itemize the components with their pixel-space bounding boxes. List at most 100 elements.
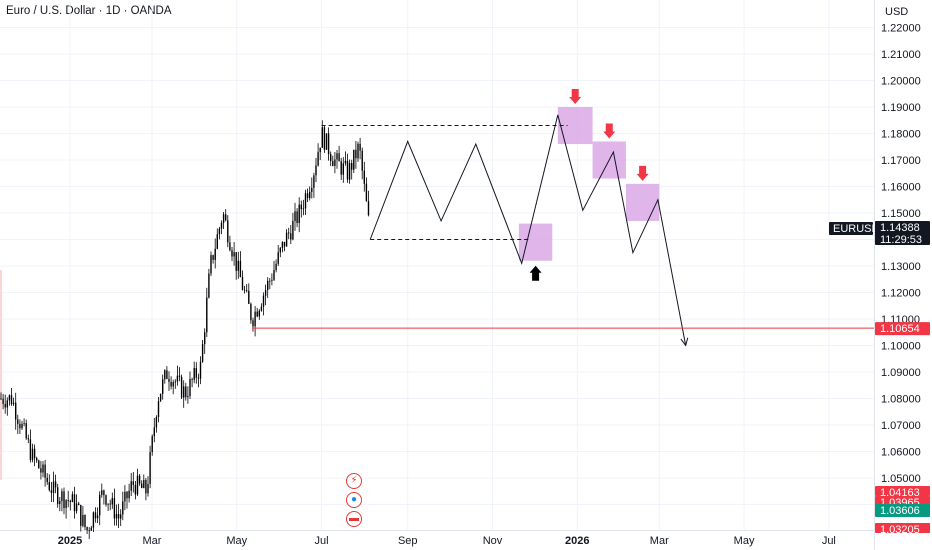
- candle: [25, 419, 27, 440]
- candle-body: [27, 438, 29, 440]
- candle-body: [250, 303, 252, 321]
- candle-body: [271, 279, 273, 281]
- candle: [115, 504, 118, 526]
- candle: [365, 177, 368, 202]
- candle-body: [353, 149, 355, 170]
- candle-body: [264, 290, 267, 296]
- candle: [189, 371, 191, 399]
- candle: [292, 212, 294, 241]
- candle: [124, 485, 126, 511]
- candle-body: [36, 458, 38, 461]
- candle: [54, 474, 57, 494]
- grid: [0, 0, 874, 530]
- candle: [241, 270, 244, 291]
- candle: [48, 474, 50, 492]
- level-price-tag-text: 1.10654: [880, 323, 920, 335]
- candle: [166, 366, 168, 380]
- y-tick-label: 1.07000: [881, 420, 921, 432]
- candle: [208, 268, 210, 299]
- candle: [151, 434, 153, 456]
- currency-label[interactable]: USD: [885, 6, 909, 18]
- candle: [96, 507, 99, 524]
- candle: [90, 525, 92, 531]
- candle: [197, 373, 200, 388]
- candle: [29, 429, 32, 463]
- candle: [187, 386, 189, 404]
- candle: [80, 504, 82, 532]
- candle-body: [346, 160, 349, 180]
- y-tick-label: 1.08000: [881, 394, 921, 406]
- flash-event-icon[interactable]: ⚡: [346, 473, 362, 489]
- candle: [298, 197, 300, 233]
- candle-body: [147, 483, 149, 494]
- candle-body: [80, 504, 82, 526]
- candle-body: [73, 494, 76, 512]
- candle-body: [189, 378, 191, 397]
- x-tick-label: Jul: [822, 535, 836, 547]
- candle: [317, 143, 319, 167]
- candle-body: [330, 154, 332, 161]
- candle: [239, 251, 242, 278]
- candle-body: [269, 280, 271, 282]
- candle: [36, 456, 38, 463]
- candle-body: [52, 481, 55, 493]
- candle-body: [315, 165, 317, 176]
- candle-body: [96, 515, 99, 519]
- candle: [285, 229, 288, 247]
- candle-body: [283, 241, 286, 247]
- candle: [23, 418, 25, 427]
- candle-body: [204, 332, 206, 345]
- candle-body: [113, 498, 116, 519]
- candle: [210, 251, 212, 277]
- candle-body: [75, 503, 78, 512]
- candle: [344, 151, 347, 166]
- candle-body: [71, 494, 74, 503]
- candle: [315, 157, 317, 183]
- candle: [172, 379, 174, 395]
- candle-body: [59, 501, 61, 504]
- candle-body: [201, 344, 204, 362]
- flag-event-icon[interactable]: ▬: [346, 511, 362, 527]
- lower-price-tag-bg: [875, 504, 930, 517]
- candle-body: [151, 436, 153, 453]
- candle: [330, 151, 332, 166]
- candle-body: [111, 498, 113, 505]
- candle: [67, 490, 69, 508]
- x-tick-label: May: [734, 535, 755, 547]
- candle: [254, 306, 256, 337]
- candle: [155, 415, 158, 433]
- candle-body: [252, 320, 254, 327]
- candle-body: [99, 494, 101, 516]
- candle-body: [325, 133, 328, 150]
- candle: [355, 141, 357, 169]
- candle: [122, 491, 124, 521]
- candle-body: [90, 527, 92, 531]
- candle: [6, 397, 8, 416]
- sell-arrow-icon: [603, 123, 616, 139]
- candle-body: [157, 401, 160, 417]
- candle: [275, 259, 277, 273]
- candle: [281, 241, 284, 253]
- candle-body: [197, 377, 200, 379]
- candle-body: [115, 514, 118, 519]
- candle-body: [193, 368, 195, 380]
- candle: [229, 235, 231, 252]
- lower-price-tag-text: 1.03606: [880, 505, 920, 517]
- candle: [149, 445, 151, 489]
- zone-buy-1: [518, 223, 553, 261]
- candle-body: [180, 376, 183, 398]
- candle-body: [292, 220, 294, 240]
- candle-body: [168, 378, 170, 382]
- candle: [233, 241, 235, 266]
- globe-event-icon[interactable]: ●: [346, 492, 362, 508]
- candle: [168, 371, 170, 391]
- candle: [313, 172, 315, 198]
- candle: [134, 481, 137, 500]
- candle: [309, 186, 311, 201]
- x-tick-label: Mar: [650, 535, 669, 547]
- candle: [15, 392, 17, 430]
- candle: [132, 471, 134, 493]
- candle: [269, 278, 271, 290]
- candle: [33, 444, 36, 467]
